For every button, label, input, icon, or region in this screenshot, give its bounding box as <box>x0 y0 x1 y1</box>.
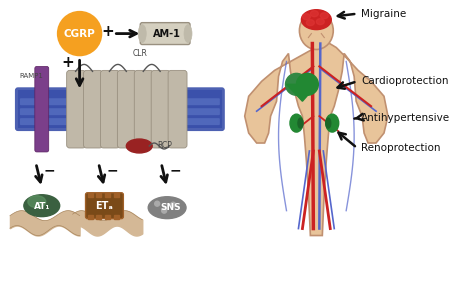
Text: +: + <box>61 55 74 70</box>
Text: Antihypertensive: Antihypertensive <box>361 113 450 123</box>
Bar <box>114 193 119 197</box>
Polygon shape <box>245 42 388 235</box>
Bar <box>97 215 101 219</box>
FancyBboxPatch shape <box>20 108 220 115</box>
Text: RCP: RCP <box>157 141 172 150</box>
Text: SNS: SNS <box>161 203 182 212</box>
Circle shape <box>58 12 101 56</box>
Ellipse shape <box>148 197 186 219</box>
Ellipse shape <box>302 14 310 20</box>
Text: AM-1: AM-1 <box>153 29 181 39</box>
Ellipse shape <box>290 114 303 132</box>
Ellipse shape <box>298 118 303 128</box>
FancyBboxPatch shape <box>67 70 85 148</box>
FancyBboxPatch shape <box>85 193 123 219</box>
Text: ETₐ: ETₐ <box>96 201 113 211</box>
Text: −: − <box>169 164 181 178</box>
Ellipse shape <box>310 11 319 17</box>
Polygon shape <box>286 84 317 101</box>
FancyBboxPatch shape <box>151 70 170 148</box>
FancyBboxPatch shape <box>134 70 153 148</box>
Text: Migraine: Migraine <box>361 9 406 19</box>
Bar <box>97 193 101 197</box>
FancyBboxPatch shape <box>168 70 187 148</box>
Text: Renoprotection: Renoprotection <box>361 143 441 153</box>
Text: +: + <box>101 24 114 39</box>
Ellipse shape <box>300 12 333 49</box>
Text: CLR: CLR <box>133 49 148 58</box>
Circle shape <box>285 73 308 95</box>
Ellipse shape <box>320 13 328 19</box>
Ellipse shape <box>316 19 324 25</box>
Text: AT₁: AT₁ <box>34 202 50 211</box>
Bar <box>18 109 222 119</box>
Ellipse shape <box>326 114 339 132</box>
Text: Cardioprotection: Cardioprotection <box>361 76 448 86</box>
Circle shape <box>162 208 167 213</box>
Text: CGRP: CGRP <box>64 29 95 39</box>
Circle shape <box>296 73 319 95</box>
Ellipse shape <box>306 20 314 26</box>
Bar <box>18 119 222 128</box>
FancyBboxPatch shape <box>100 70 119 148</box>
Bar <box>18 90 222 100</box>
Bar <box>105 193 110 197</box>
Bar <box>18 100 222 109</box>
Text: −: − <box>107 164 118 178</box>
FancyBboxPatch shape <box>35 66 49 152</box>
Text: RAMP1: RAMP1 <box>19 73 43 79</box>
FancyBboxPatch shape <box>118 70 137 148</box>
Bar <box>88 215 92 219</box>
FancyBboxPatch shape <box>83 70 102 148</box>
Ellipse shape <box>326 118 331 128</box>
Ellipse shape <box>24 195 60 217</box>
Text: −: − <box>44 164 55 178</box>
Circle shape <box>155 201 160 206</box>
Bar <box>88 193 92 197</box>
Ellipse shape <box>301 10 331 30</box>
FancyBboxPatch shape <box>140 23 190 45</box>
FancyBboxPatch shape <box>20 118 220 125</box>
Ellipse shape <box>127 139 152 153</box>
Ellipse shape <box>184 25 192 42</box>
FancyBboxPatch shape <box>20 98 220 105</box>
FancyBboxPatch shape <box>15 87 225 131</box>
Circle shape <box>171 202 175 207</box>
Ellipse shape <box>138 25 146 42</box>
Bar <box>114 215 119 219</box>
Bar <box>105 215 110 219</box>
Ellipse shape <box>28 196 46 208</box>
